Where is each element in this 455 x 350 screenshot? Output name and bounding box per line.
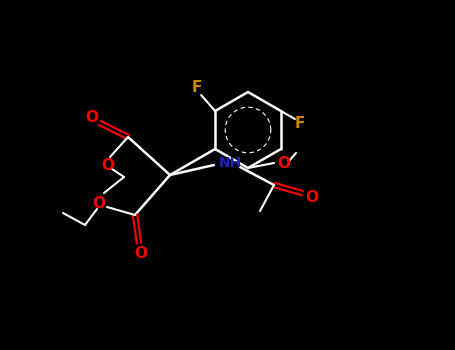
Text: O: O xyxy=(278,155,290,170)
Text: F: F xyxy=(192,79,202,94)
Text: O: O xyxy=(305,189,318,204)
Text: O: O xyxy=(101,158,115,173)
Text: F: F xyxy=(295,117,305,132)
Text: O: O xyxy=(135,245,147,260)
Text: O: O xyxy=(92,196,106,210)
Text: NH: NH xyxy=(218,156,242,170)
Text: O: O xyxy=(86,110,98,125)
